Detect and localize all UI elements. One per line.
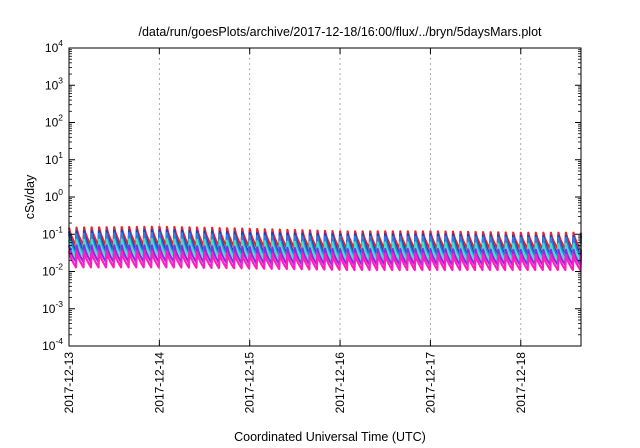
y-tick-label: 10-2	[42, 262, 63, 279]
x-tick-label: 2017-12-15	[243, 352, 257, 414]
grid-lines	[68, 48, 522, 346]
y-tick-label: 100	[45, 187, 63, 204]
x-tick-label: 2017-12-14	[152, 352, 166, 414]
x-tick-label: 2017-12-18	[514, 352, 528, 414]
series-line-5	[67, 244, 583, 266]
y-tick-label: 103	[45, 75, 63, 92]
y-tick-label: 10-3	[42, 299, 63, 316]
y-axis: 10-4 10-3 10-2 10-1 100 101 102 103 104	[42, 38, 581, 353]
x-tick-label: 2017-12-17	[423, 352, 437, 414]
x-axis-label: Coordinated Universal Time (UTC)	[234, 430, 426, 444]
series-group	[67, 225, 583, 272]
y-axis-label: cSv/day	[23, 174, 37, 219]
series-line-6	[67, 250, 583, 272]
y-tick-label: 104	[45, 38, 63, 55]
y-tick-label: 101	[45, 150, 63, 167]
y-tick-label: 102	[45, 113, 63, 130]
x-tick-label: 2017-12-16	[333, 352, 347, 414]
plot-frame	[68, 47, 582, 347]
series-line-1	[67, 225, 583, 251]
x-axis: 2017-12-13 2017-12-14 2017-12-15 2017-12-16…	[62, 48, 528, 413]
series-line-4	[67, 237, 583, 262]
x-tick-label: 2017-12-13	[62, 352, 76, 414]
series-line-3	[67, 231, 583, 260]
y-tick-label: 10-1	[42, 224, 63, 241]
y-tick-label: 10-4	[42, 336, 63, 353]
chart-title: /data/run/goesPlots/archive/2017-12-18/1…	[138, 25, 542, 39]
